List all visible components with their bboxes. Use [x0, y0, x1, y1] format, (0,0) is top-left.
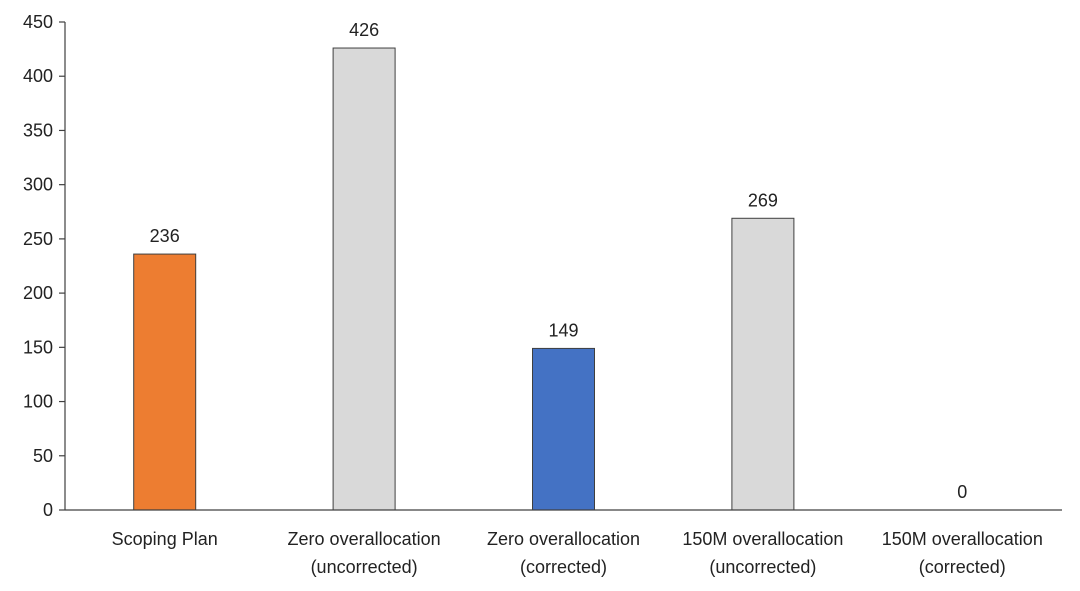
y-tick-label: 400 — [23, 66, 53, 86]
x-category-label-line: (uncorrected) — [311, 557, 418, 577]
x-category-label: 150M overallocation (corrected) — [882, 529, 1043, 577]
y-tick-label: 150 — [23, 337, 53, 357]
x-category-label: Zero overallocation (uncorrected) — [288, 529, 441, 577]
y-tick-label: 50 — [33, 446, 53, 466]
y-tick-label: 200 — [23, 283, 53, 303]
x-category-label-line: Zero overallocation — [288, 529, 441, 549]
bars: 236 426 149 269 0 — [133, 20, 967, 511]
x-category-label: 150M overallocation (uncorrected) — [682, 529, 843, 577]
y-axis: 0 50 100 150 200 250 300 350 400 450 — [23, 12, 66, 520]
x-category-label-line: (corrected) — [520, 557, 607, 577]
data-label: 0 — [957, 482, 967, 502]
bar — [731, 217, 795, 511]
x-category-label: Scoping Plan — [112, 529, 218, 549]
x-category-label: Zero overallocation (corrected) — [487, 529, 640, 577]
x-category-label-line: (uncorrected) — [709, 557, 816, 577]
y-tick-label: 450 — [23, 12, 53, 32]
bar — [133, 253, 197, 511]
x-category-label-line: (corrected) — [919, 557, 1006, 577]
bar — [532, 347, 595, 511]
x-category-label-line: Scoping Plan — [112, 529, 218, 549]
data-label: 236 — [150, 226, 180, 246]
bar — [332, 47, 396, 511]
y-tick-label: 100 — [23, 392, 53, 412]
y-tick-label: 300 — [23, 175, 53, 195]
x-axis: Scoping Plan Zero overallocation (uncorrec… — [65, 509, 1062, 577]
x-category-label-line: Zero overallocation — [487, 529, 640, 549]
data-label: 269 — [748, 190, 778, 210]
y-tick-label: 350 — [23, 120, 53, 140]
data-label: 149 — [548, 320, 578, 340]
data-label: 426 — [349, 20, 379, 40]
x-category-label-line: 150M overallocation — [682, 529, 843, 549]
y-tick-label: 0 — [43, 500, 53, 520]
x-category-label-line: 150M overallocation — [882, 529, 1043, 549]
y-tick-label: 250 — [23, 229, 53, 249]
